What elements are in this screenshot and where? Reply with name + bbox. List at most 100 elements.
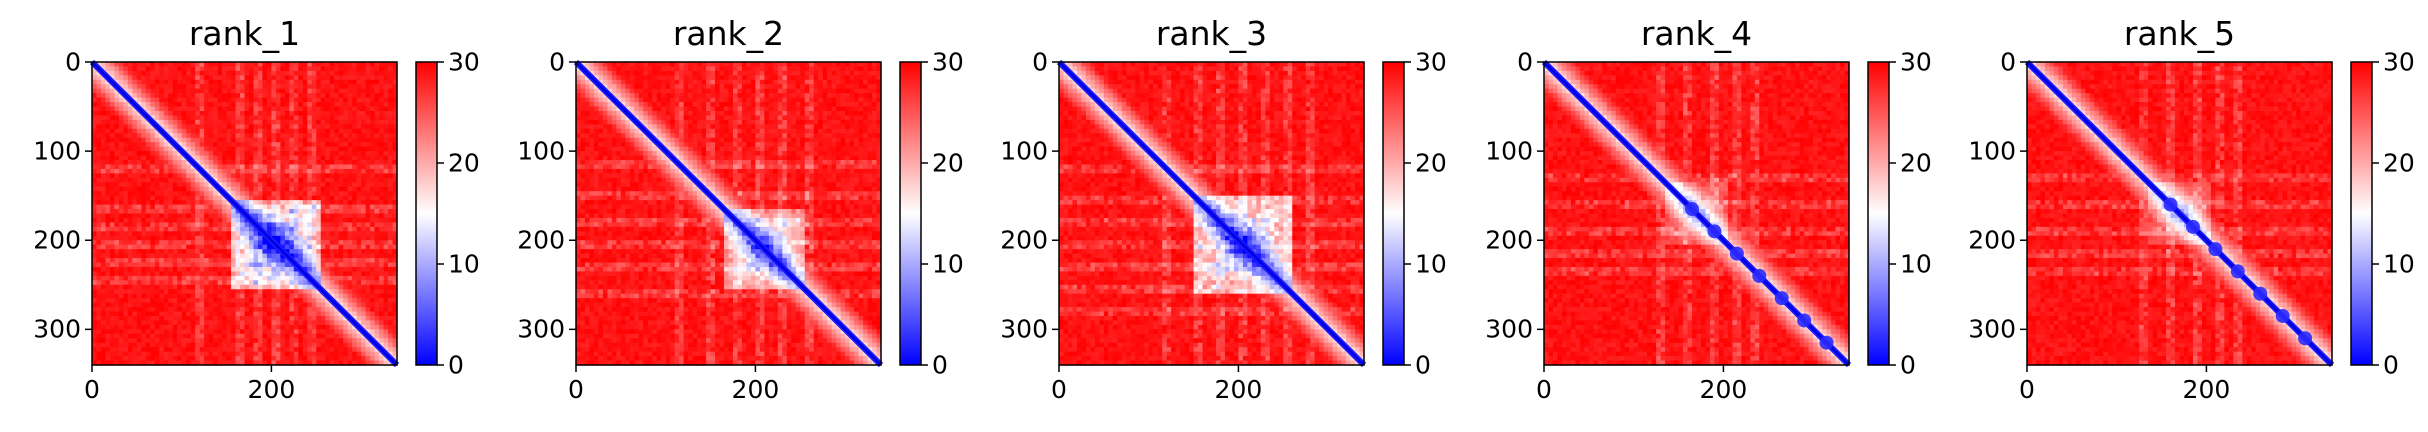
heatmap-cell <box>293 226 299 232</box>
heatmap-cell <box>361 320 367 326</box>
heatmap-cell <box>100 97 107 103</box>
heatmap-cell <box>307 329 313 335</box>
heatmap-cell <box>257 128 264 134</box>
heatmap-cell <box>231 191 237 197</box>
heatmap-cell <box>280 289 286 295</box>
heatmap-cell <box>804 62 810 68</box>
heatmap-cell <box>284 191 290 197</box>
heatmap-cell <box>100 329 107 335</box>
heatmap-cell <box>208 70 214 76</box>
heatmap-cell <box>172 209 178 215</box>
heatmap-cell <box>800 75 806 81</box>
heatmap-cell <box>374 275 380 281</box>
heatmap-cell <box>100 302 107 308</box>
heatmap-cell <box>329 164 335 170</box>
heatmap-cell <box>840 79 846 85</box>
heatmap-cell <box>334 324 340 330</box>
heatmap-cell <box>329 70 335 76</box>
heatmap-cell <box>652 79 658 85</box>
heatmap-cell <box>118 200 124 206</box>
heatmap-cell <box>159 271 165 277</box>
heatmap-cell <box>302 160 308 166</box>
heatmap-cell <box>307 342 313 348</box>
heatmap-cell <box>607 66 613 72</box>
heatmap-cell <box>338 66 344 72</box>
heatmap-cell <box>118 315 124 322</box>
heatmap-cell <box>280 168 286 174</box>
heatmap-cell <box>576 84 582 90</box>
heatmap-cell <box>262 240 268 246</box>
heatmap-cell <box>222 177 228 183</box>
heatmap-cell <box>674 70 680 76</box>
heatmap-cell <box>109 356 116 362</box>
heatmap-cell <box>248 84 255 90</box>
heatmap-cell <box>226 164 232 170</box>
heatmap-cell <box>280 102 286 108</box>
heatmap-cell <box>293 284 299 290</box>
heatmap-cell <box>361 70 367 76</box>
heatmap-cell <box>334 186 340 192</box>
heatmap-cell <box>593 66 600 72</box>
heatmap-cell <box>383 66 389 72</box>
heatmap-cell <box>383 329 389 335</box>
heatmap-cell <box>177 271 183 277</box>
heatmap-cell <box>172 155 178 161</box>
heatmap-cell <box>150 66 156 72</box>
heatmap-cell <box>392 280 398 286</box>
heatmap-cell <box>275 289 281 295</box>
heatmap-cell <box>154 128 160 134</box>
heatmap-cell <box>100 75 107 81</box>
heatmap-cell <box>114 62 120 68</box>
heatmap-cell <box>863 70 869 76</box>
heatmap-cell <box>231 124 237 130</box>
heatmap-cell <box>266 253 273 259</box>
heatmap-cell <box>204 289 210 295</box>
heatmap-cell <box>347 88 353 94</box>
heatmap-cell <box>235 173 241 179</box>
heatmap-cell <box>374 137 380 143</box>
heatmap-cell <box>186 293 192 299</box>
heatmap-cell <box>275 209 281 215</box>
heatmap-cell <box>356 360 362 366</box>
heatmap-cell <box>145 217 151 224</box>
heatmap-cell <box>240 271 246 277</box>
heatmap-cell <box>379 266 385 273</box>
heatmap-cell <box>208 168 214 174</box>
heatmap-cell <box>280 182 286 188</box>
heatmap-cell <box>634 66 640 72</box>
heatmap-cell <box>284 173 290 179</box>
heatmap-cell <box>248 266 255 273</box>
heatmap-cell <box>388 311 394 317</box>
heatmap-cell <box>114 137 120 143</box>
heatmap-cell <box>370 351 376 357</box>
heatmap-cell <box>289 168 295 174</box>
heatmap-cell <box>329 293 335 299</box>
heatmap-cell <box>289 209 295 215</box>
heatmap-cell <box>208 79 214 85</box>
heatmap-cell <box>347 124 353 130</box>
heatmap-cell <box>284 106 290 112</box>
heatmap-cell <box>271 302 277 308</box>
heatmap-cell <box>257 302 264 308</box>
heatmap-cell <box>818 66 824 72</box>
heatmap-cell <box>217 146 223 152</box>
heatmap-cell <box>584 84 591 90</box>
heatmap-cell <box>195 102 201 108</box>
heatmap-cell <box>213 231 219 237</box>
heatmap-cell <box>388 106 394 112</box>
heatmap-cell <box>141 88 147 94</box>
heatmap-cell <box>96 182 102 188</box>
heatmap-cell <box>840 66 846 72</box>
heatmap-cell <box>374 160 380 166</box>
heatmap-cell <box>231 182 237 188</box>
heatmap-cell <box>150 142 156 148</box>
heatmap-cell <box>325 209 331 215</box>
heatmap-cell <box>100 253 107 259</box>
heatmap-cell <box>136 213 142 219</box>
heatmap-cell <box>248 329 255 335</box>
heatmap-cell <box>352 62 358 68</box>
heatmap-cell <box>190 302 196 308</box>
heatmap-cell <box>280 186 286 192</box>
heatmap-cell <box>100 222 107 228</box>
heatmap-cell <box>311 186 317 192</box>
